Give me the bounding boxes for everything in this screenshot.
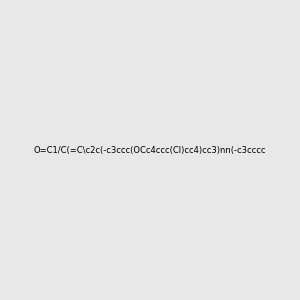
Text: O=C1/C(=C\c2c(-c3ccc(OCc4ccc(Cl)cc4)cc3)nn(-c3cccc: O=C1/C(=C\c2c(-c3ccc(OCc4ccc(Cl)cc4)cc3)… bbox=[34, 146, 266, 154]
